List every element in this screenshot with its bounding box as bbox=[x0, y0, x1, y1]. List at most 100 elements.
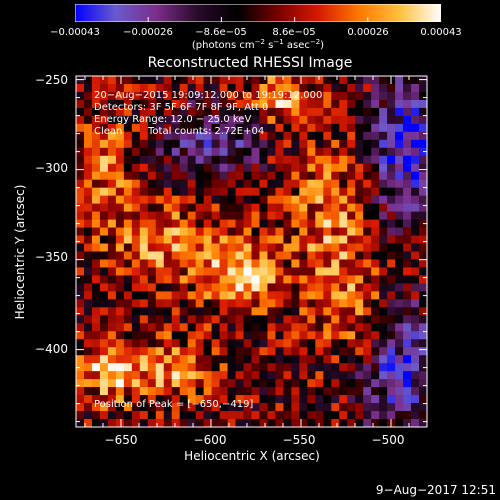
heatmap-cell bbox=[379, 395, 388, 404]
heatmap-cell bbox=[419, 419, 428, 428]
heatmap-cell bbox=[299, 107, 308, 117]
heatmap-cell bbox=[363, 115, 372, 125]
heatmap-cell bbox=[76, 115, 85, 125]
heatmap-cell bbox=[76, 259, 85, 268]
heatmap-cell bbox=[251, 179, 260, 188]
heatmap-cell bbox=[331, 323, 340, 332]
heatmap-cell bbox=[355, 315, 364, 324]
heatmap-cell bbox=[275, 363, 284, 372]
heatmap-cell bbox=[147, 403, 157, 412]
heatmap-cell bbox=[227, 331, 236, 340]
heatmap-cell bbox=[347, 307, 356, 316]
heatmap-cell bbox=[203, 411, 212, 420]
heatmap-cell bbox=[259, 315, 268, 324]
heatmap-cell bbox=[139, 155, 149, 165]
heatmap-cell bbox=[139, 76, 149, 85]
heatmap-cell bbox=[379, 387, 388, 396]
heatmap-cell bbox=[251, 235, 260, 244]
heatmap-cell bbox=[363, 419, 372, 428]
heatmap-cell bbox=[355, 323, 364, 332]
heatmap-cell bbox=[107, 195, 117, 204]
heatmap-cell bbox=[227, 411, 236, 420]
heatmap-cell bbox=[139, 179, 149, 188]
heatmap-cell bbox=[219, 275, 228, 284]
heatmap-cell bbox=[419, 171, 428, 181]
heatmap-cell bbox=[211, 363, 220, 372]
heatmap-cell bbox=[155, 163, 165, 173]
heatmap-cell bbox=[251, 339, 260, 348]
heatmap-cell bbox=[307, 187, 316, 196]
heatmap-cell bbox=[363, 83, 372, 93]
heatmap-cell bbox=[323, 339, 332, 348]
heatmap-cell bbox=[403, 195, 412, 204]
heatmap-cell bbox=[203, 371, 212, 380]
heatmap-cell bbox=[203, 131, 212, 141]
heatmap-cell bbox=[379, 195, 388, 204]
heatmap-cell bbox=[171, 355, 181, 364]
heatmap-cell bbox=[171, 347, 181, 356]
heatmap-cell bbox=[115, 411, 125, 420]
heatmap-cell bbox=[147, 123, 157, 133]
heatmap-cell bbox=[395, 387, 404, 396]
heatmap-cell bbox=[155, 211, 165, 220]
heatmap-cell bbox=[339, 331, 348, 340]
heatmap-cell bbox=[139, 99, 149, 109]
heatmap-cell bbox=[267, 179, 276, 188]
heatmap-cell bbox=[83, 419, 93, 428]
heatmap-cell bbox=[347, 315, 356, 324]
heatmap-cell bbox=[363, 331, 372, 340]
heatmap-cell bbox=[355, 355, 364, 364]
heatmap-cell bbox=[419, 131, 428, 141]
heatmap-cell bbox=[259, 163, 268, 173]
heatmap-cell bbox=[91, 251, 101, 260]
heatmap-cell bbox=[387, 387, 396, 396]
heatmap-cell bbox=[403, 307, 412, 316]
heatmap-cell bbox=[387, 411, 396, 420]
heatmap-cell bbox=[291, 371, 300, 380]
heatmap-cell bbox=[203, 91, 212, 101]
heatmap-cell bbox=[115, 139, 125, 149]
heatmap-cell bbox=[251, 355, 260, 364]
heatmap-cell bbox=[155, 115, 165, 125]
heatmap-cell bbox=[243, 331, 252, 340]
heatmap-cell bbox=[291, 387, 300, 396]
heatmap-cell bbox=[115, 179, 125, 188]
heatmap-cell bbox=[347, 355, 356, 364]
heatmap-cell bbox=[83, 379, 93, 388]
heatmap-cell bbox=[227, 155, 236, 165]
heatmap-cell bbox=[315, 299, 324, 308]
heatmap-cell bbox=[395, 275, 404, 284]
heatmap-cell bbox=[227, 355, 236, 364]
heatmap-cell bbox=[76, 131, 85, 141]
heatmap-cell bbox=[355, 131, 364, 141]
heatmap-cell bbox=[411, 131, 420, 141]
heatmap-cell bbox=[363, 107, 372, 117]
heatmap-cell bbox=[91, 203, 101, 212]
heatmap-cell bbox=[347, 163, 356, 173]
heatmap-cell bbox=[243, 251, 252, 260]
heatmap-cell bbox=[291, 131, 300, 141]
heatmap-cell bbox=[387, 123, 396, 133]
heatmap-cell bbox=[243, 307, 252, 316]
heatmap-cell bbox=[275, 187, 284, 196]
heatmap-cell bbox=[83, 315, 93, 324]
heatmap-cell bbox=[387, 203, 396, 212]
heatmap-cell bbox=[163, 83, 173, 93]
heatmap-cell bbox=[171, 363, 181, 372]
heatmap-cell bbox=[347, 371, 356, 380]
heatmap-cell bbox=[259, 195, 268, 204]
heatmap-cell bbox=[123, 387, 133, 396]
heatmap-cell bbox=[147, 187, 157, 196]
heatmap-cell bbox=[179, 291, 188, 300]
heatmap-cell bbox=[355, 387, 364, 396]
heatmap-cell bbox=[147, 275, 157, 284]
heatmap-cell bbox=[211, 347, 220, 356]
heatmap-cell bbox=[171, 227, 181, 236]
heatmap-cell bbox=[203, 283, 212, 292]
heatmap-cell bbox=[363, 259, 372, 268]
heatmap-cell bbox=[347, 227, 356, 236]
heatmap-cell bbox=[123, 283, 133, 292]
heatmap-cell bbox=[179, 195, 188, 204]
heatmap-cell bbox=[227, 211, 236, 220]
heatmap-cell bbox=[131, 307, 141, 316]
